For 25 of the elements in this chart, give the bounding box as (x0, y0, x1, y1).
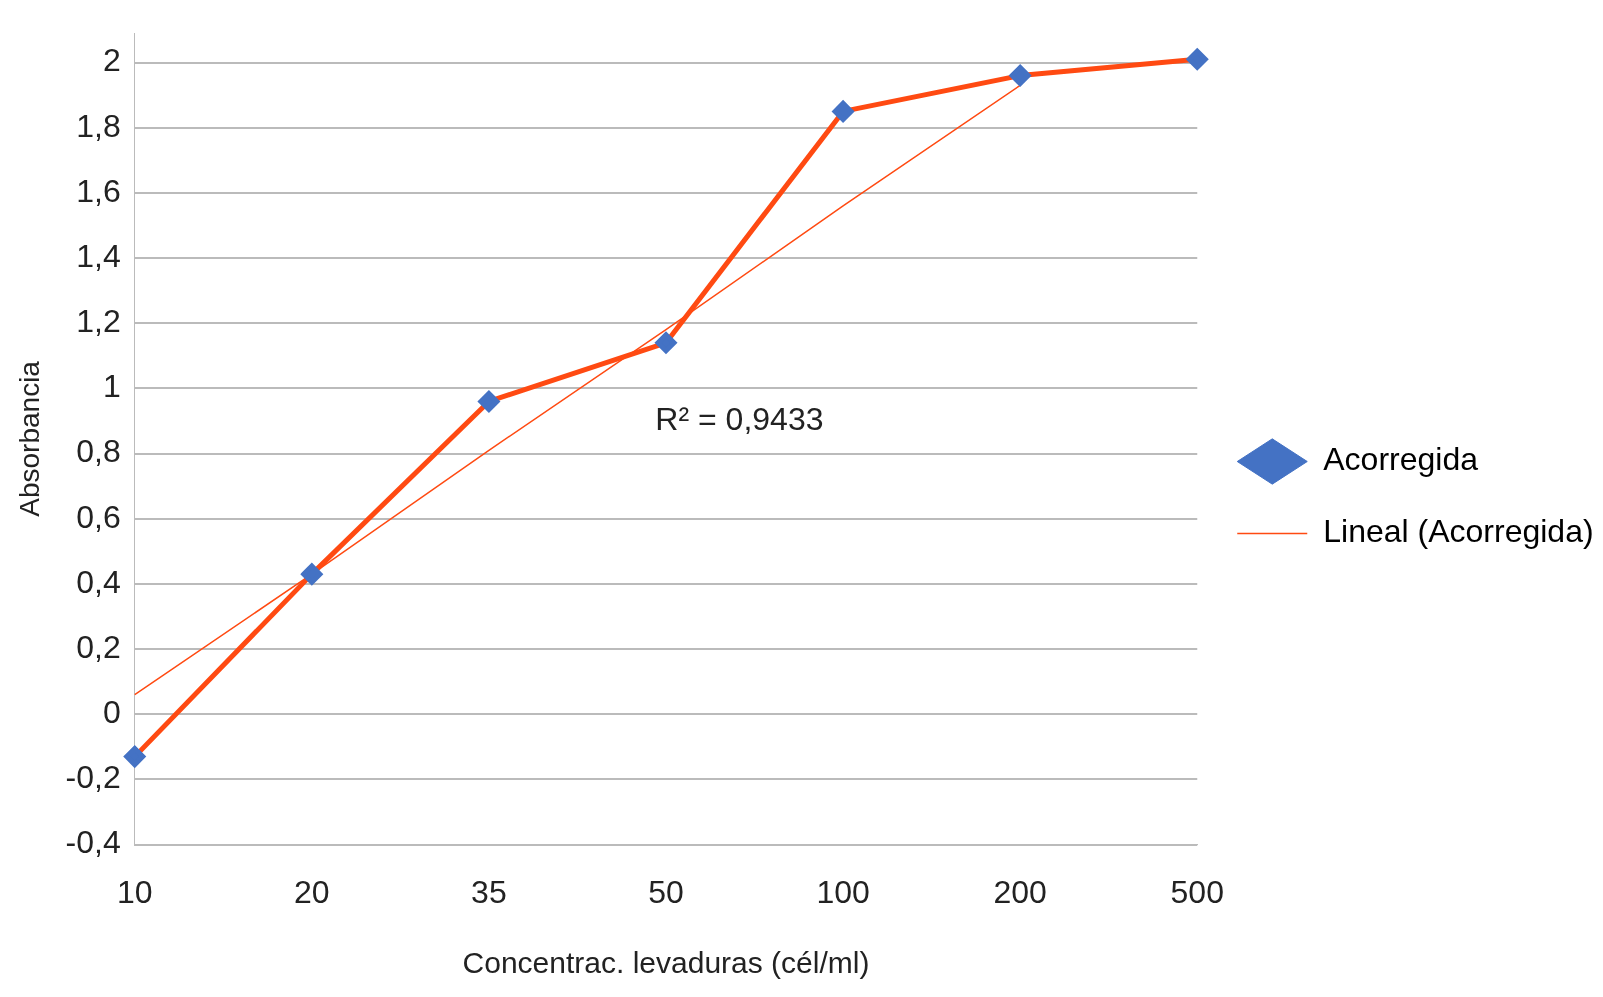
y-tick-label: 0 (102, 694, 121, 731)
y-tick-label: 2 (102, 42, 121, 79)
x-tick-label: 200 (993, 873, 1047, 910)
y-tick-label: -0,2 (65, 759, 121, 796)
legend-label: Acorregida (1323, 441, 1479, 478)
annotation: R² = 0,9433 (655, 400, 824, 437)
y-tick-label: 1,8 (76, 107, 121, 144)
y-tick-label: 0,2 (76, 628, 121, 665)
y-tick-label: 0,8 (76, 433, 121, 470)
y-tick-label: -0,4 (65, 824, 121, 861)
x-tick-label: 50 (648, 873, 684, 910)
x-tick-label: 20 (294, 873, 330, 910)
x-tick-label: 10 (116, 873, 153, 910)
y-axis-title: Absorbancia (13, 360, 45, 517)
y-tick-label: 1,4 (76, 237, 121, 274)
legend-label: Lineal (Acorregida) (1323, 513, 1594, 550)
x-tick-label: 500 (1170, 873, 1224, 910)
y-tick-label: 1,2 (76, 303, 121, 340)
y-tick-label: 1,6 (76, 172, 121, 209)
y-tick-label: 1 (102, 368, 121, 405)
x-tick-label: 100 (816, 873, 870, 910)
x-tick-label: 35 (471, 873, 507, 910)
x-axis-title: Concentrac. levaduras (cél/ml) (462, 946, 870, 980)
y-tick-label: 0,6 (76, 498, 121, 535)
y-tick-label: 0,4 (76, 563, 121, 600)
